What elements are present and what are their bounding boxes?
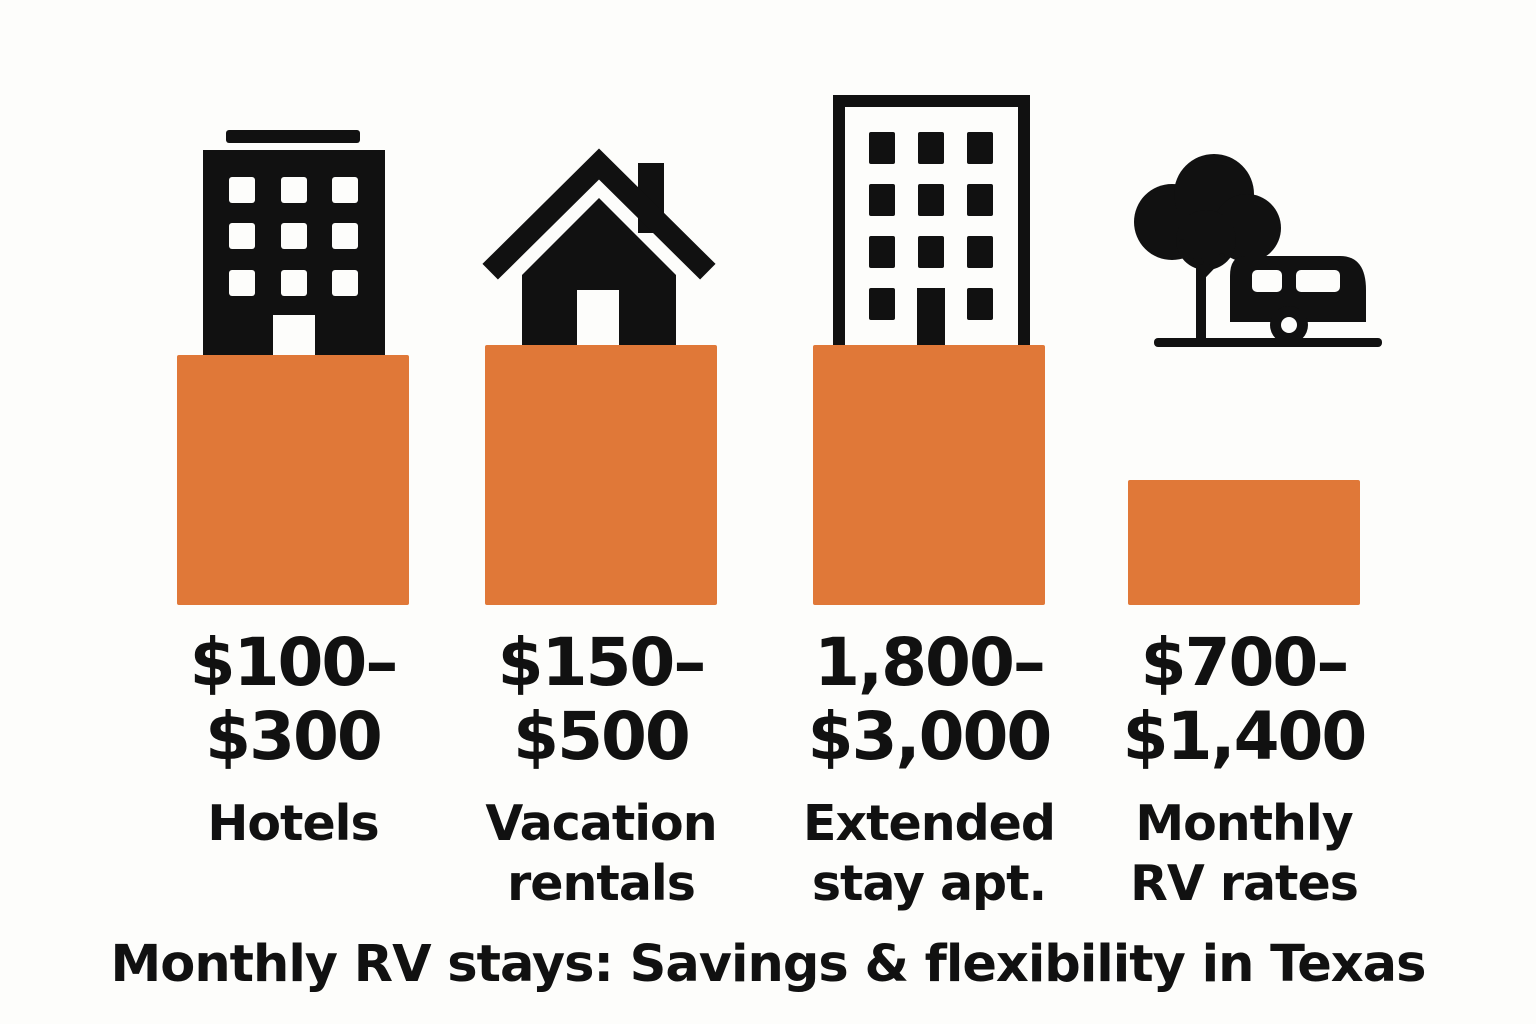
category-label-1: Hotels — [207, 795, 379, 852]
category-label-3: Extended stay apt. — [802, 795, 1056, 912]
value-label-1: $100– $300 — [189, 624, 399, 775]
hotel-building-icon — [203, 130, 385, 360]
bar-2 — [485, 345, 717, 605]
rv-camper-tree-icon — [1134, 154, 1382, 347]
house-icon — [482, 148, 716, 350]
bar-4 — [1128, 480, 1360, 605]
apartment-building-icon — [833, 95, 1030, 357]
value-label-2: $150– $500 — [497, 624, 707, 775]
bar-3 — [813, 345, 1045, 605]
value-label-4: $700– $1,400 — [1122, 624, 1368, 775]
bars-group — [177, 345, 1360, 605]
value-label-3: 1,800– $3,000 — [807, 624, 1053, 775]
category-label-2: Vacation rentals — [485, 795, 717, 912]
bar-1 — [177, 355, 409, 605]
chart-title: Monthly RV stays: Savings & flexibility … — [110, 935, 1427, 994]
category-label-4: Monthly RV rates — [1130, 795, 1359, 912]
